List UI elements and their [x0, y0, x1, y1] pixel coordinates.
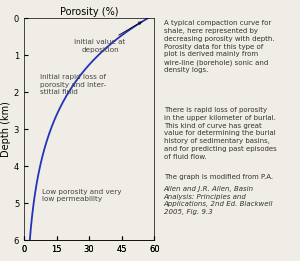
Text: Allen and J.R. Allen, Basin
Analysis: Principles and
Applications, 2nd Ed. Black: Allen and J.R. Allen, Basin Analysis: Pr… — [164, 186, 273, 215]
Y-axis label: Depth (km): Depth (km) — [1, 101, 11, 157]
Text: Low porosity and very
low permeability: Low porosity and very low permeability — [42, 189, 122, 203]
Text: The graph is modified from P.A.: The graph is modified from P.A. — [164, 174, 273, 187]
X-axis label: Porosity (%): Porosity (%) — [60, 8, 118, 17]
Text: There is rapid loss of porosity
in the upper kilometer of burial.
This kind of c: There is rapid loss of porosity in the u… — [164, 107, 276, 159]
Text: A typical compaction curve for
shale, here represented by
decreasing porosity wi: A typical compaction curve for shale, he… — [164, 21, 274, 74]
Text: Initial value at
deposition: Initial value at deposition — [74, 22, 141, 53]
Text: Initial rapid loss of
porosity and inter-
stitial fluid: Initial rapid loss of porosity and inter… — [40, 74, 106, 95]
